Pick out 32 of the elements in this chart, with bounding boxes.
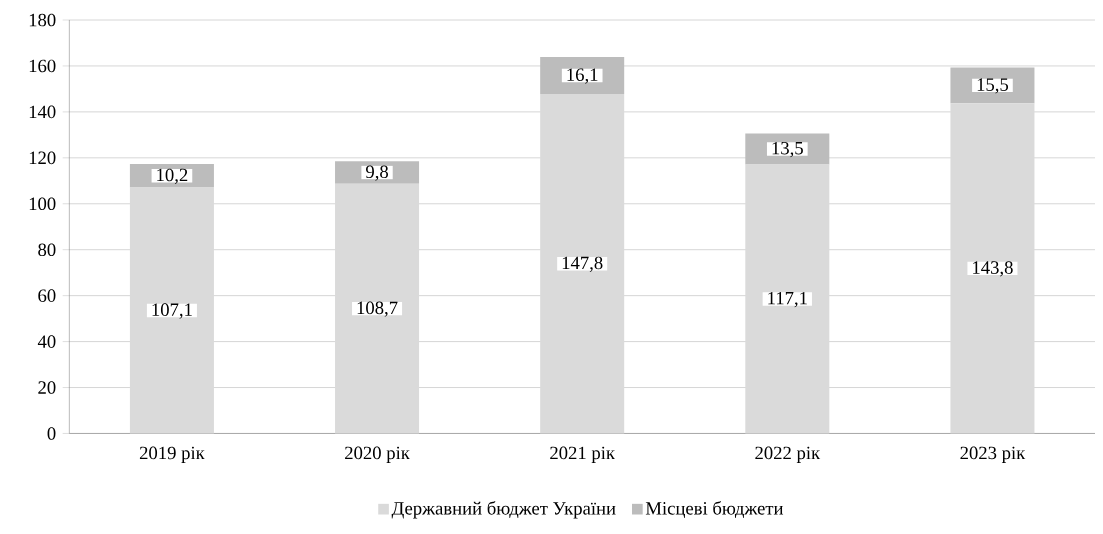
data-label: 147,8 [562,256,603,273]
y-tick-label: 160 [29,59,56,73]
x-tick-label: 2022 рік [755,446,821,464]
y-tick-label: 40 [37,335,56,349]
x-tick-label: 2019 рік [139,446,205,464]
data-label: 13,5 [772,142,803,158]
data-label: 15,5 [977,78,1009,94]
bar [540,94,625,434]
bar [745,164,830,434]
bar [335,184,420,434]
legend-label: Місцеві бюджети [645,501,784,519]
bar [950,103,1035,434]
y-tick-label: 0 [47,427,56,441]
data-label: 9,8 [365,165,388,181]
y-tick-label: 60 [38,289,56,303]
y-tick-label: 80 [38,243,56,257]
y-tick-label: 100 [29,197,56,211]
y-tick-label: 180 [29,13,56,27]
y-tick-label: 120 [29,151,56,165]
x-tick-label: 2023 рік [960,446,1026,464]
y-tick-label: 20 [38,381,56,395]
data-label: 143,8 [973,261,1013,277]
data-label: 10,2 [157,168,188,185]
data-label: 108,7 [357,301,398,318]
x-tick-label: 2020 рік [345,446,410,464]
y-tick-label: 140 [29,105,56,119]
data-label: 16,1 [567,68,598,84]
data-label: 117,1 [768,292,807,308]
legend-label: Державний бюджет України [391,501,616,519]
x-tick-label: 2021 рік [550,446,616,464]
data-label: 107,1 [152,303,192,319]
bar [129,187,214,434]
